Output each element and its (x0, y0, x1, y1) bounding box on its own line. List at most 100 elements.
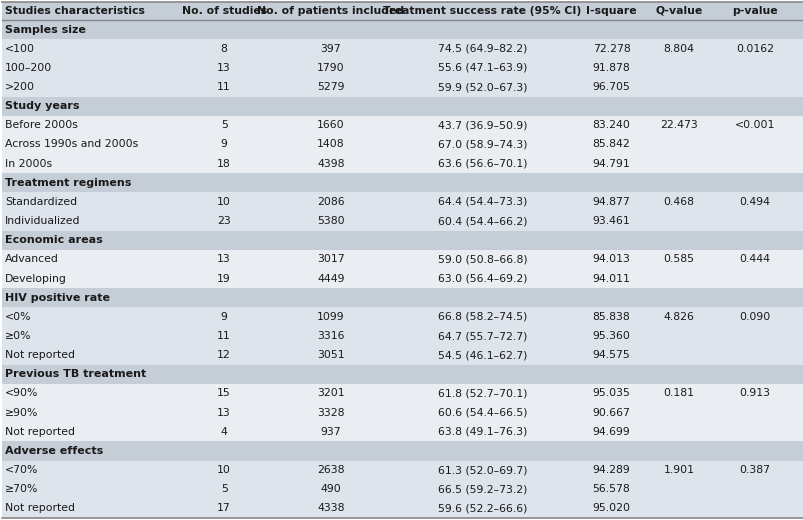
Text: Not reported: Not reported (5, 427, 75, 437)
Text: 9: 9 (221, 139, 227, 149)
Text: 13: 13 (217, 408, 230, 418)
Text: 54.5 (46.1–62.7): 54.5 (46.1–62.7) (437, 350, 527, 360)
Text: 63.8 (49.1–76.3): 63.8 (49.1–76.3) (437, 427, 527, 437)
Text: 94.289: 94.289 (592, 465, 630, 475)
Bar (2, 250, 803, 269)
Text: 93.461: 93.461 (592, 216, 630, 226)
Text: 1.901: 1.901 (662, 465, 694, 475)
Text: 5380: 5380 (316, 216, 344, 226)
Bar (2, 154, 803, 173)
Text: 10: 10 (217, 197, 230, 207)
Text: 13: 13 (217, 63, 230, 73)
Text: Across 1990s and 2000s: Across 1990s and 2000s (5, 139, 138, 149)
Text: 72.278: 72.278 (592, 44, 630, 54)
Text: 1790: 1790 (316, 63, 344, 73)
Text: 96.705: 96.705 (592, 82, 630, 92)
Text: 94.575: 94.575 (592, 350, 630, 360)
Text: 4338: 4338 (316, 503, 344, 513)
Text: 56.578: 56.578 (592, 484, 630, 495)
Text: 60.4 (54.4–66.2): 60.4 (54.4–66.2) (437, 216, 527, 226)
Text: 1099: 1099 (316, 312, 344, 322)
Text: 64.4 (54.4–73.3): 64.4 (54.4–73.3) (437, 197, 527, 207)
Text: 66.8 (58.2–74.5): 66.8 (58.2–74.5) (437, 312, 527, 322)
Text: No. of studies: No. of studies (181, 6, 267, 16)
Text: 9: 9 (221, 312, 227, 322)
Text: I-square: I-square (585, 6, 636, 16)
Text: 59.0 (50.8–66.8): 59.0 (50.8–66.8) (437, 254, 527, 265)
Bar (2, 20, 803, 39)
Text: 94.013: 94.013 (592, 254, 630, 265)
Text: 1408: 1408 (316, 139, 344, 149)
Text: 67.0 (58.9–74.3): 67.0 (58.9–74.3) (437, 139, 527, 149)
Text: 63.6 (56.6–70.1): 63.6 (56.6–70.1) (437, 159, 527, 168)
Text: 8: 8 (221, 44, 227, 54)
Text: 11: 11 (217, 82, 230, 92)
Text: 0.0162: 0.0162 (736, 44, 773, 54)
Text: <100: <100 (5, 44, 35, 54)
Text: 8.804: 8.804 (662, 44, 694, 54)
Text: 95.360: 95.360 (592, 331, 630, 341)
Text: Adverse effects: Adverse effects (5, 446, 104, 456)
Text: 55.6 (47.1–63.9): 55.6 (47.1–63.9) (437, 63, 527, 73)
Bar (2, 39, 803, 58)
Bar (2, 288, 803, 307)
Text: 0.494: 0.494 (739, 197, 769, 207)
Text: Samples size: Samples size (5, 24, 86, 34)
Text: 74.5 (64.9–82.2): 74.5 (64.9–82.2) (437, 44, 527, 54)
Text: 490: 490 (320, 484, 340, 495)
Text: 61.3 (52.0–69.7): 61.3 (52.0–69.7) (437, 465, 527, 475)
Text: 15: 15 (217, 388, 230, 398)
Text: 0.585: 0.585 (662, 254, 694, 265)
Text: 0.181: 0.181 (662, 388, 694, 398)
Bar (2, 384, 803, 403)
Text: 0.468: 0.468 (662, 197, 694, 207)
Bar (2, 192, 803, 212)
Text: 3017: 3017 (316, 254, 344, 265)
Text: 4398: 4398 (316, 159, 344, 168)
Text: 61.8 (52.7–70.1): 61.8 (52.7–70.1) (437, 388, 527, 398)
Text: 90.667: 90.667 (592, 408, 630, 418)
Text: 17: 17 (217, 503, 230, 513)
Text: 0.090: 0.090 (739, 312, 770, 322)
Text: 5: 5 (221, 484, 227, 495)
Text: 11: 11 (217, 331, 230, 341)
Text: 3316: 3316 (316, 331, 344, 341)
Text: 2638: 2638 (316, 465, 344, 475)
Text: 0.444: 0.444 (739, 254, 769, 265)
Text: <0%: <0% (5, 312, 31, 322)
Text: HIV positive rate: HIV positive rate (5, 293, 110, 303)
Bar (2, 499, 803, 518)
Text: >200: >200 (5, 82, 35, 92)
Text: 95.020: 95.020 (592, 503, 630, 513)
Text: Not reported: Not reported (5, 350, 75, 360)
Text: Not reported: Not reported (5, 503, 75, 513)
Text: 1660: 1660 (316, 120, 344, 131)
Bar (2, 231, 803, 250)
Text: 19: 19 (217, 274, 230, 283)
Bar (2, 58, 803, 77)
Text: Economic areas: Economic areas (5, 235, 103, 245)
Text: 4: 4 (221, 427, 227, 437)
Text: Treatment success rate (95% CI): Treatment success rate (95% CI) (383, 6, 581, 16)
Text: Study years: Study years (5, 101, 79, 111)
Text: 397: 397 (320, 44, 340, 54)
Bar (2, 307, 803, 327)
Text: ≥70%: ≥70% (5, 484, 39, 495)
Text: 43.7 (36.9–50.9): 43.7 (36.9–50.9) (437, 120, 527, 131)
Text: Q-value: Q-value (654, 6, 702, 16)
Text: 60.6 (54.4–66.5): 60.6 (54.4–66.5) (437, 408, 527, 418)
Text: No. of patients included: No. of patients included (257, 6, 404, 16)
Text: 59.9 (52.0–67.3): 59.9 (52.0–67.3) (437, 82, 527, 92)
Text: Studies characteristics: Studies characteristics (5, 6, 145, 16)
Text: <0.001: <0.001 (734, 120, 774, 131)
Text: 59.6 (52.2–66.6): 59.6 (52.2–66.6) (437, 503, 527, 513)
Text: 5279: 5279 (316, 82, 344, 92)
Text: 63.0 (56.4–69.2): 63.0 (56.4–69.2) (437, 274, 527, 283)
Bar (2, 97, 803, 116)
Text: 94.877: 94.877 (592, 197, 630, 207)
Text: Previous TB treatment: Previous TB treatment (5, 369, 146, 380)
Text: 18: 18 (217, 159, 230, 168)
Text: 95.035: 95.035 (592, 388, 630, 398)
Bar (2, 365, 803, 384)
Text: Treatment regimens: Treatment regimens (5, 178, 132, 188)
